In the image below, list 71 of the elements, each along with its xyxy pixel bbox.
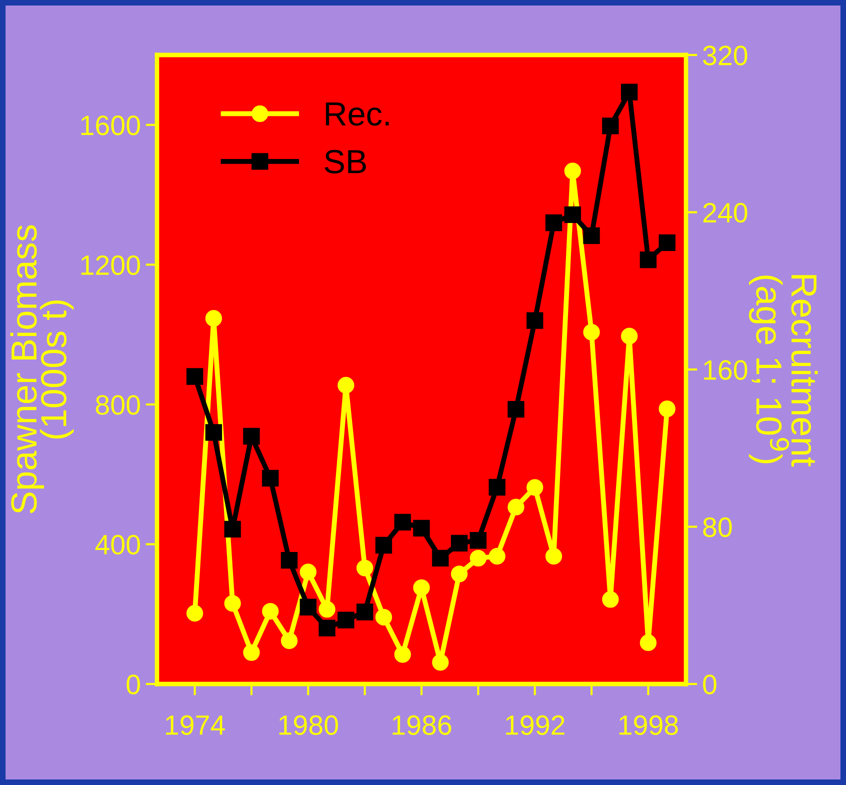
point (262, 602, 279, 620)
point (394, 646, 411, 663)
x-tick-label: 1992 (506, 715, 564, 735)
legend-label: SB (324, 150, 366, 174)
point (488, 548, 506, 565)
legend-label: Rec. (326, 102, 389, 126)
x-tick-label: 1974 (166, 715, 225, 735)
point (375, 608, 392, 626)
point (432, 654, 449, 671)
y-tick-label: 400 (95, 534, 140, 555)
y2-tick-label: 240 (703, 202, 748, 223)
point (375, 536, 392, 554)
point (640, 634, 657, 652)
point (300, 564, 316, 580)
point (205, 310, 222, 327)
y-tick-label: 0 (126, 674, 140, 694)
x-tick-label: 1986 (392, 715, 452, 735)
y-tick-label: 1200 (81, 255, 140, 276)
y-axis-title: Spawner Biomass (1000s t) (10, 225, 74, 514)
x-tick-label: 1980 (279, 715, 338, 735)
point (280, 552, 298, 569)
point (243, 428, 260, 445)
point (564, 206, 581, 224)
point (508, 498, 524, 516)
y2-tick-label: 320 (703, 46, 748, 66)
point (583, 324, 600, 340)
point (243, 644, 260, 661)
point (394, 514, 411, 531)
point (262, 470, 279, 487)
point (318, 620, 336, 636)
point (526, 312, 544, 329)
point (205, 424, 222, 441)
point (224, 520, 241, 538)
y2-tick-label: 0 (703, 674, 716, 694)
point (545, 548, 562, 565)
point (640, 251, 657, 268)
point (450, 566, 468, 582)
point (413, 520, 430, 536)
point (470, 532, 487, 549)
point (280, 632, 298, 650)
point (432, 550, 449, 567)
point (338, 376, 354, 394)
point (186, 604, 204, 622)
y2-tick-label: 80 (703, 517, 732, 538)
point (508, 401, 524, 418)
point (526, 479, 544, 496)
point (356, 604, 374, 620)
point (300, 598, 316, 616)
y2-axis-title: Recruitment (age 1; 10$^{9}$) (748, 275, 818, 467)
point (186, 368, 204, 385)
point (564, 162, 581, 180)
point (602, 591, 619, 608)
point (602, 118, 619, 134)
point (450, 534, 468, 552)
point (620, 84, 638, 100)
point (658, 234, 676, 251)
point (318, 600, 336, 618)
point (356, 560, 374, 576)
point (658, 400, 676, 418)
point (413, 579, 430, 596)
point (545, 214, 562, 232)
point (338, 612, 354, 628)
point (470, 550, 487, 567)
point (620, 328, 638, 344)
x-tick-label: 1998 (619, 715, 678, 735)
point (224, 595, 241, 612)
y-tick-label: 1600 (81, 116, 140, 136)
y-tick-label: 800 (96, 395, 140, 415)
point (583, 227, 600, 244)
point (488, 478, 506, 496)
y2-tick-label: 160 (704, 360, 748, 380)
